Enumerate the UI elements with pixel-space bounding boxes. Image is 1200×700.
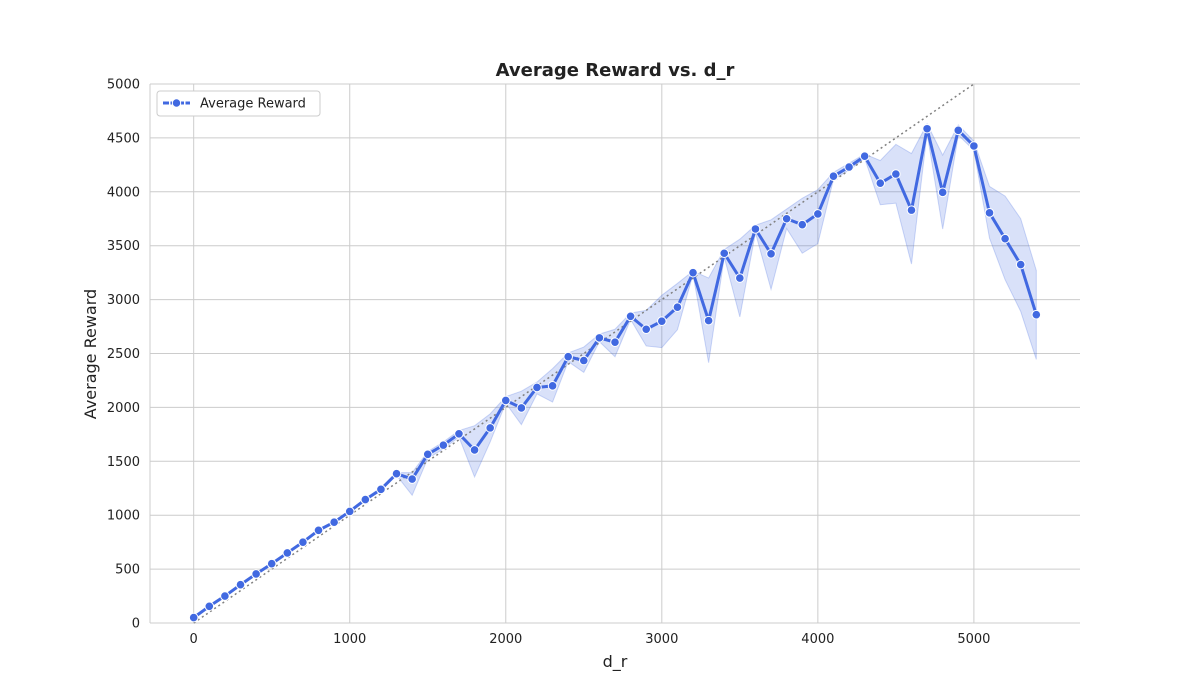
y-tick-label: 3500 bbox=[107, 239, 140, 254]
chart-title: Average Reward vs. d_r bbox=[496, 60, 735, 81]
data-point bbox=[578, 355, 589, 366]
data-point bbox=[532, 382, 542, 393]
tick-labels: 0 1000 2000 3000 4000 5000 0 500 1000 1500 2000 250… bbox=[107, 78, 991, 648]
data-point bbox=[454, 429, 464, 439]
data-point bbox=[937, 187, 948, 198]
data-point bbox=[469, 445, 480, 455]
data-point bbox=[969, 141, 979, 151]
data-point bbox=[875, 178, 886, 188]
data-point bbox=[251, 569, 261, 579]
data-point bbox=[1015, 259, 1026, 270]
data-point bbox=[188, 612, 199, 623]
x-axis-label: d_r bbox=[603, 652, 628, 672]
data-point bbox=[282, 548, 293, 558]
data-points bbox=[188, 123, 1042, 623]
legend-marker bbox=[171, 98, 182, 108]
data-point bbox=[204, 601, 215, 612]
data-point bbox=[828, 171, 839, 181]
data-point bbox=[438, 440, 449, 450]
data-point bbox=[516, 403, 527, 413]
x-tick-label: 3000 bbox=[645, 632, 678, 647]
data-point bbox=[220, 591, 230, 601]
data-point bbox=[344, 506, 355, 517]
x-tick-label: 0 bbox=[190, 632, 198, 647]
data-point bbox=[641, 324, 652, 335]
data-point bbox=[1031, 309, 1042, 320]
y-tick-label: 2500 bbox=[107, 347, 140, 362]
data-point bbox=[657, 316, 667, 326]
data-point bbox=[781, 213, 792, 224]
legend-box bbox=[156, 90, 321, 117]
data-point bbox=[953, 125, 964, 136]
data-point bbox=[750, 224, 761, 234]
y-tick-label: 1500 bbox=[107, 455, 140, 470]
data-point bbox=[594, 333, 605, 343]
data-point bbox=[500, 395, 511, 406]
data-point bbox=[485, 423, 495, 433]
y-tick-label: 5000 bbox=[107, 78, 140, 93]
data-point bbox=[703, 315, 714, 326]
data-point bbox=[688, 267, 698, 278]
data-point bbox=[298, 537, 308, 547]
data-point bbox=[547, 381, 558, 391]
data-point bbox=[1000, 233, 1010, 244]
data-point bbox=[766, 248, 776, 259]
data-point bbox=[563, 351, 573, 362]
data-point bbox=[422, 449, 433, 460]
data-point bbox=[891, 169, 901, 179]
y-tick-label: 0 bbox=[132, 617, 140, 632]
reference-line bbox=[193, 83, 975, 624]
reference-line-path bbox=[193, 83, 975, 624]
confidence-band bbox=[193, 122, 1037, 620]
legend-entry: Average Reward bbox=[200, 97, 306, 112]
data-point bbox=[813, 209, 823, 219]
data-point bbox=[922, 123, 932, 134]
confidence-band-area bbox=[193, 122, 1037, 620]
data-point bbox=[235, 579, 246, 590]
y-tick-label: 500 bbox=[115, 563, 140, 578]
data-point bbox=[329, 517, 339, 528]
data-point bbox=[313, 525, 324, 536]
data-point bbox=[360, 494, 371, 505]
data-point bbox=[266, 558, 277, 569]
grid bbox=[150, 83, 1080, 624]
axes bbox=[149, 84, 1080, 624]
data-point bbox=[797, 219, 808, 230]
x-tick-label: 1000 bbox=[333, 632, 366, 647]
data-point bbox=[719, 248, 730, 259]
x-tick-label: 2000 bbox=[489, 632, 522, 647]
data-point bbox=[672, 302, 683, 312]
y-axis-label: Average Reward bbox=[81, 289, 100, 419]
data-point bbox=[906, 205, 917, 215]
x-tick-label: 4000 bbox=[801, 632, 834, 647]
data-point bbox=[859, 151, 870, 162]
data-point bbox=[391, 468, 402, 479]
data-point bbox=[844, 162, 854, 172]
data-point bbox=[984, 208, 995, 218]
y-tick-label: 4000 bbox=[107, 185, 140, 200]
y-tick-label: 2000 bbox=[107, 401, 140, 416]
data-point bbox=[407, 474, 417, 484]
data-point bbox=[735, 273, 745, 283]
data-point bbox=[625, 311, 636, 322]
data-point bbox=[610, 337, 620, 347]
x-tick-label: 5000 bbox=[957, 632, 990, 647]
data-point bbox=[376, 484, 386, 495]
y-tick-label: 1000 bbox=[107, 509, 140, 524]
y-tick-label: 4500 bbox=[107, 131, 140, 146]
y-tick-label: 3000 bbox=[107, 293, 140, 308]
legend: Average Reward bbox=[156, 90, 321, 117]
